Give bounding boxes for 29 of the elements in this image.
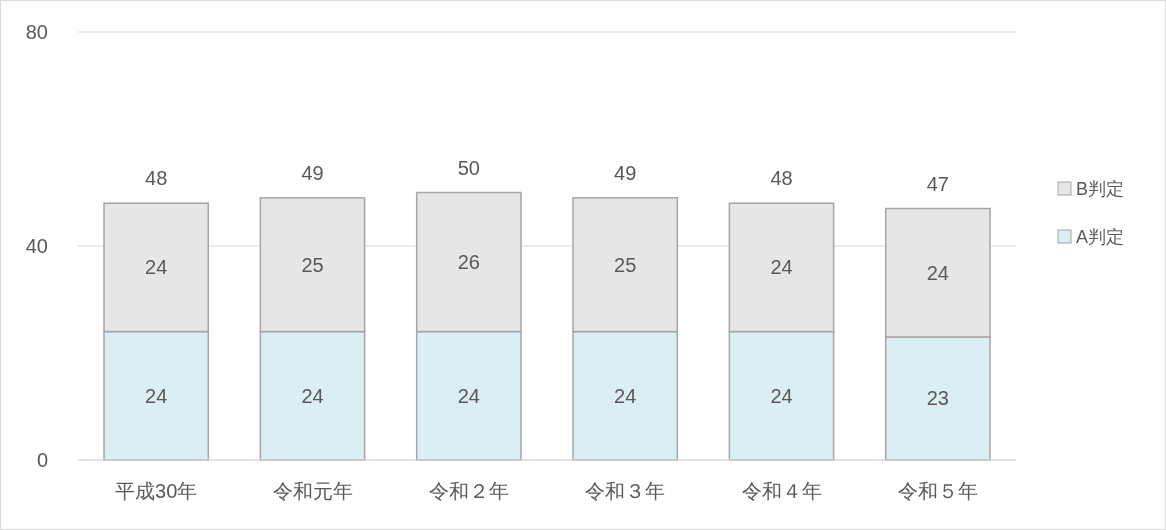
x-tick-label: 令和４年 [741, 480, 822, 502]
legend-label: A判定 [1076, 227, 1125, 247]
data-label: 24 [145, 384, 168, 407]
x-tick-label: 令和５年 [897, 480, 978, 502]
data-label: 23 [926, 387, 949, 410]
x-tick-label: 令和元年 [272, 480, 353, 502]
data-label: 24 [770, 384, 793, 407]
data-label: 24 [301, 384, 324, 407]
data-label: 24 [770, 256, 793, 279]
x-tick-label: 令和３年 [585, 480, 666, 502]
y-tick-label: 40 [25, 235, 48, 257]
data-label: 24 [926, 261, 949, 284]
y-tick-label: 0 [36, 449, 48, 471]
data-label: 25 [614, 253, 637, 276]
total-label: 47 [926, 172, 949, 195]
total-label: 48 [145, 167, 168, 190]
data-label: 24 [145, 256, 168, 279]
data-label: 24 [614, 384, 637, 407]
y-tick-label: 80 [25, 21, 48, 43]
legend-label: B判定 [1076, 179, 1125, 199]
data-label: 25 [301, 253, 324, 276]
x-tick-label: 平成30年 [115, 480, 198, 502]
total-label: 50 [457, 156, 480, 179]
data-label: 26 [457, 251, 480, 274]
x-tick-label: 令和２年 [428, 480, 509, 502]
total-label: 48 [770, 167, 793, 190]
total-label: 49 [301, 161, 324, 184]
total-label: 49 [614, 161, 637, 184]
data-label: 24 [457, 384, 480, 407]
